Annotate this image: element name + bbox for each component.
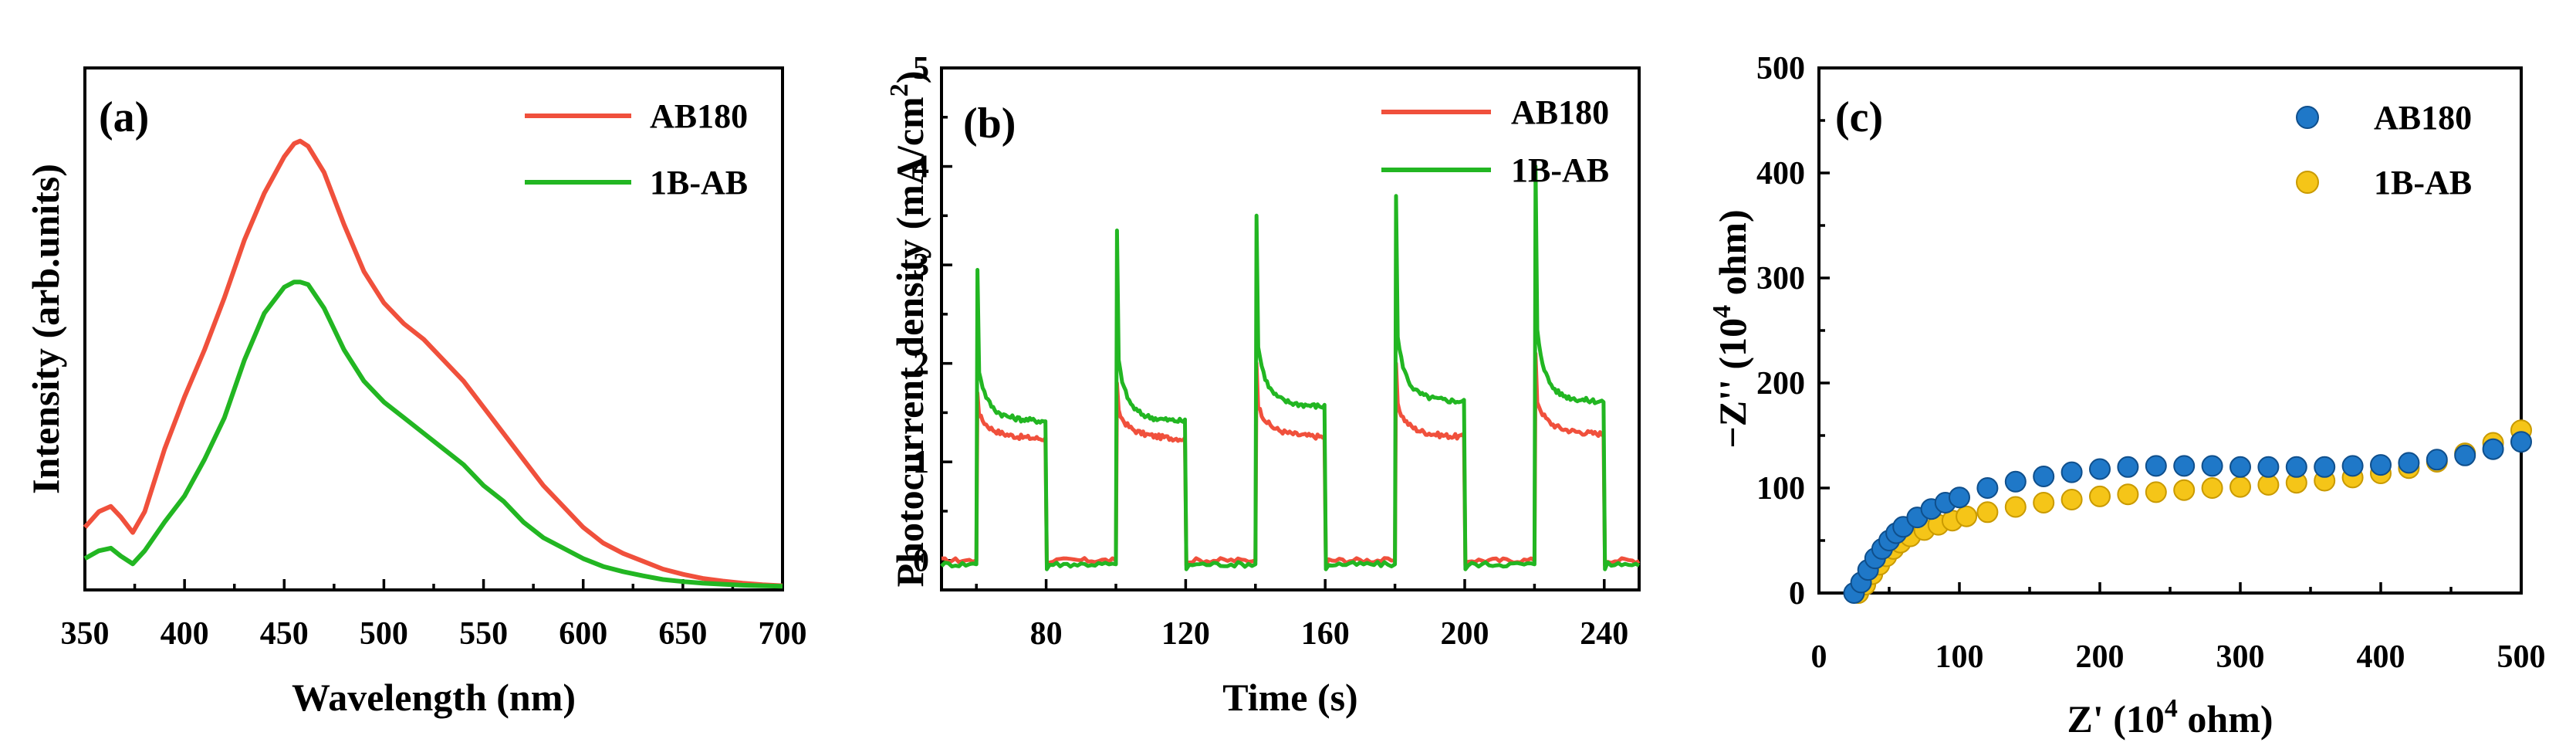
panel-c-xtick-label: 100	[1935, 639, 1984, 675]
panel-c-xtick-label: 0	[1811, 639, 1827, 675]
panel-c-point-ab180	[1976, 477, 1999, 499]
panel-a-xtick-label: 700	[759, 616, 807, 652]
panel-b-series-1b-ab	[940, 164, 1641, 571]
panel-b-photocurrent: (b) Time (s) Photocurrent density (mA/cm…	[885, 51, 1641, 719]
panel-c-xtick-label: 300	[2216, 639, 2265, 675]
panel-c-point-ab180	[2285, 456, 2307, 478]
panel-b-label: (b)	[963, 100, 1016, 147]
panel-c-point-ab180	[2004, 470, 2027, 493]
panel-c-point-1b-ab	[2201, 477, 2223, 499]
panel-c-ylabel: −Z'' (104 ohm)	[1708, 209, 1754, 448]
panel-c-point-ab180	[2229, 456, 2251, 478]
panel-c-point-ab180	[2089, 458, 2111, 480]
panel-c-point-1b-ab	[2004, 496, 2027, 518]
panel-c-point-1b-ab	[2117, 483, 2139, 506]
panel-c-point-ab180	[2454, 444, 2476, 466]
panel-a-frame	[83, 66, 784, 591]
panel-a-legend: AB180 1B-AB	[525, 97, 748, 202]
panel-a-xtick-label: 500	[360, 616, 408, 652]
panel-c-xtick-label: 200	[2076, 639, 2125, 675]
panel-a-xtick-label: 550	[459, 616, 508, 652]
panel-c-xtick-label: 400	[2357, 639, 2405, 675]
panel-c-point-1b-ab	[2033, 492, 2055, 513]
panel-a-xtick-label: 650	[658, 616, 707, 652]
panel-c-point-1b-ab	[2089, 485, 2111, 507]
panel-c-ytick-label: 500	[1756, 51, 1805, 86]
panel-c-point-ab180	[2145, 455, 2167, 477]
panel-c-point-1b-ab	[2145, 481, 2167, 503]
panel-c-point-ab180	[2257, 456, 2280, 478]
panel-b-legend: AB180 1B-AB	[1381, 93, 1609, 189]
legend-1b-ab-marker	[2296, 171, 2319, 194]
panel-c-point-ab180	[2033, 466, 2055, 487]
panel-c-ytick-label: 400	[1756, 156, 1805, 191]
panel-c-point-ab180	[2201, 455, 2223, 477]
panel-c-point-ab180	[2314, 456, 2336, 478]
panel-a-xtick-label: 600	[559, 616, 607, 652]
panel-a-series-ab180	[83, 138, 783, 588]
panel-c-point-ab180	[2173, 455, 2196, 477]
panel-b-xtick-label: 120	[1161, 616, 1210, 652]
panel-c-point-1b-ab	[1976, 501, 1999, 524]
panel-c-ytick-label: 300	[1756, 261, 1805, 297]
legend-1b-ab-label: 1B-AB	[2374, 164, 2472, 202]
panel-c-point-ab180	[2398, 452, 2420, 474]
panel-c-point-ab180	[2426, 449, 2448, 471]
panel-c-legend: AB180 1B-AB	[2296, 99, 2472, 202]
panel-b-ytick-label: 1	[913, 445, 929, 480]
legend-1b-ab-label: 1B-AB	[650, 164, 748, 202]
panel-c-ytick-label: 200	[1756, 366, 1805, 402]
panel-b-ytick-label: 4	[913, 150, 929, 185]
panel-b-xtick-label: 160	[1301, 616, 1350, 652]
panel-c-ytick-label: 100	[1756, 471, 1805, 507]
panel-b-ytick-label: 3	[913, 248, 929, 283]
panel-b-ytick-label: 2	[913, 347, 929, 382]
panel-c-point-ab180	[2510, 431, 2532, 453]
panel-a-xtick-label: 450	[260, 616, 309, 652]
panel-c-point-1b-ab	[2229, 476, 2251, 498]
panel-a-ylabel: Intensity (arb.units)	[24, 164, 67, 494]
panel-a-xtick-label: 350	[61, 616, 110, 652]
panel-a-xtick-label: 400	[161, 616, 209, 652]
panel-c-xtick-label: 500	[2497, 639, 2546, 675]
panel-c-point-ab180	[2060, 461, 2083, 483]
panel-c-ytick-label: 0	[1789, 576, 1805, 612]
legend-ab180-label: AB180	[650, 97, 748, 135]
panel-c-label: (c)	[1835, 93, 1883, 141]
panel-b-xlabel: Time (s)	[1222, 676, 1357, 719]
panel-c-point-1b-ab	[2173, 479, 2196, 501]
panel-b-frame	[940, 66, 1641, 591]
panel-c-point-ab180	[1949, 486, 1970, 509]
panel-c-point-1b-ab	[2060, 489, 2083, 510]
panel-c-point-1b-ab	[2257, 473, 2280, 496]
legend-ab180-label: AB180	[1511, 93, 1609, 131]
panel-b-xtick-label: 80	[1030, 616, 1063, 652]
panel-b-ytick-label: 5	[913, 51, 929, 86]
legend-1b-ab-label: 1B-AB	[1511, 151, 1609, 189]
panel-a-photoluminescence: (a) Wavelength (nm) Intensity (arb.units…	[24, 66, 807, 719]
panel-a-label: (a)	[99, 93, 149, 141]
panel-b-xtick-label: 240	[1580, 616, 1628, 652]
panel-b-xtick-label: 200	[1441, 616, 1489, 652]
panel-c-point-ab180	[2482, 438, 2504, 460]
panel-c-xlabel: Z' (104 ohm)	[2067, 694, 2273, 741]
panel-c-point-1b-ab	[1956, 505, 1978, 527]
panel-c-point-ab180	[2341, 455, 2364, 477]
panel-a-series-1b-ab	[83, 280, 783, 589]
legend-ab180-label: AB180	[2374, 99, 2472, 137]
panel-c-point-ab180	[2370, 454, 2392, 476]
panel-b-ylabel: Photocurrent density (mA/cm2)	[885, 71, 931, 588]
panel-c-nyquist: (c) Z' (104 ohm) −Z'' (104 ohm) 0 100 200 3…	[1708, 51, 2546, 741]
panel-c-point-ab180	[2117, 456, 2139, 478]
panel-b-ytick-label: 0	[913, 544, 929, 579]
legend-ab180-marker	[2296, 106, 2319, 129]
panel-a-xlabel: Wavelength (nm)	[292, 676, 576, 719]
